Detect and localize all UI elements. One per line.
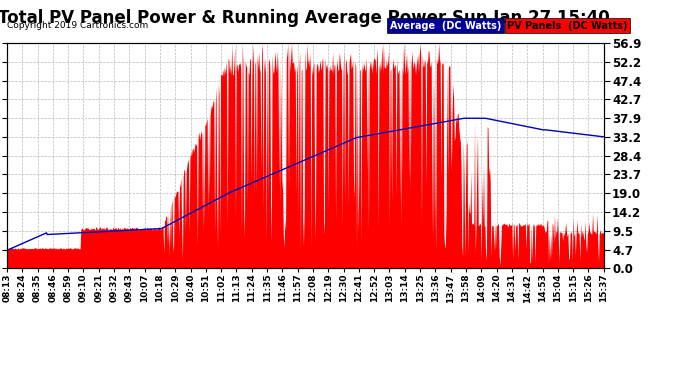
Text: Total PV Panel Power & Running Average Power Sun Jan 27 15:40: Total PV Panel Power & Running Average P… (0, 9, 609, 27)
Text: Copyright 2019 Cartronics.com: Copyright 2019 Cartronics.com (7, 21, 148, 30)
Text: Average  (DC Watts): Average (DC Watts) (390, 21, 501, 31)
Text: PV Panels  (DC Watts): PV Panels (DC Watts) (507, 21, 628, 31)
